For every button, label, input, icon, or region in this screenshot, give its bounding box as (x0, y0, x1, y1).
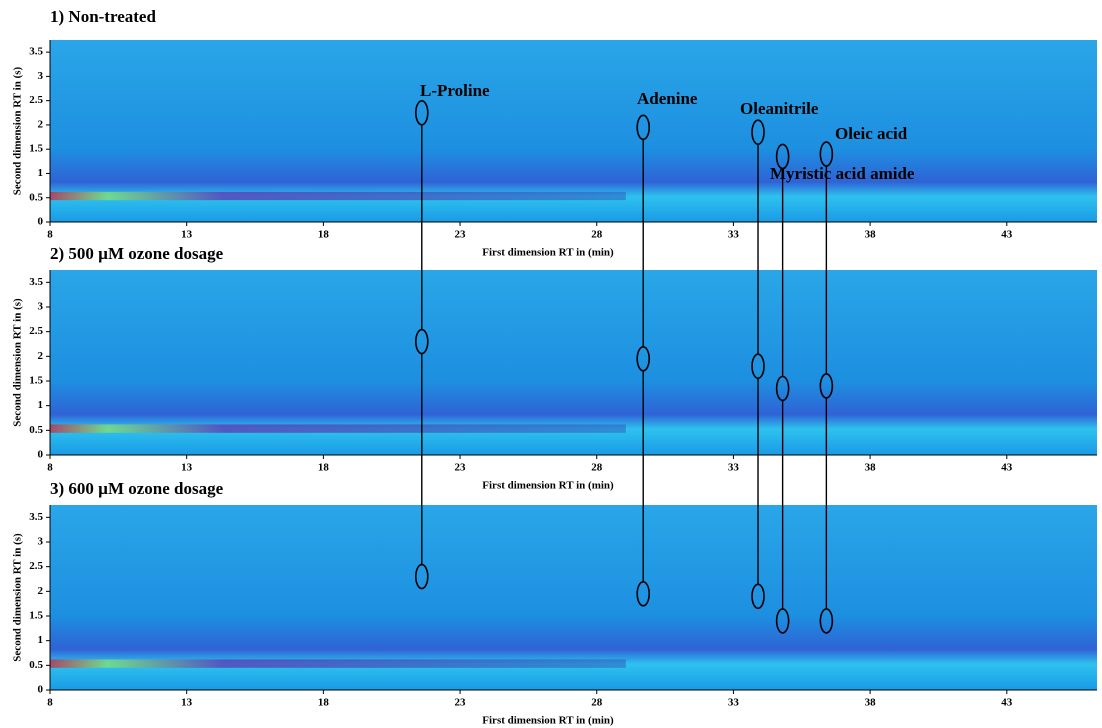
y-tick-label: 2 (38, 350, 44, 362)
y-tick-label: 1.5 (29, 610, 43, 622)
y-axis-label: Second dimension RT in (s) (12, 298, 24, 427)
y-tick-label: 0.5 (29, 424, 43, 436)
y-tick-label: 2 (38, 585, 44, 597)
x-tick-label: 38 (865, 697, 877, 709)
x-tick-label: 28 (591, 697, 603, 709)
y-axis-label: Second dimension RT in (s) (12, 66, 24, 195)
x-tick-label: 18 (318, 229, 330, 241)
x-tick-label: 13 (181, 697, 193, 709)
y-tick-label: 1.5 (29, 375, 43, 387)
x-tick-label: 8 (47, 697, 53, 709)
x-tick-label: 8 (47, 229, 53, 241)
bleed-band (50, 191, 626, 201)
x-tick-label: 43 (1001, 697, 1013, 709)
plot-background (50, 270, 1097, 455)
y-tick-label: 0.5 (29, 659, 43, 671)
y-tick-label: 0 (38, 216, 44, 228)
x-axis-label: First dimension RT in (min) (482, 715, 614, 727)
y-tick-label: 0 (38, 684, 44, 696)
x-tick-label: 23 (455, 697, 467, 709)
bleed-band (50, 424, 626, 433)
x-tick-label: 43 (1001, 229, 1013, 241)
compound-label: Oleanitrile (740, 99, 819, 118)
y-tick-label: 1.5 (29, 143, 43, 155)
x-tick-label: 28 (591, 462, 603, 474)
y-tick-label: 0 (38, 449, 44, 461)
y-tick-label: 3.5 (29, 46, 43, 58)
y-tick-label: 3 (38, 301, 44, 313)
x-tick-label: 33 (728, 697, 740, 709)
y-tick-label: 1 (38, 399, 44, 411)
plot-background (50, 40, 1097, 222)
x-tick-label: 33 (728, 462, 740, 474)
y-tick-label: 2.5 (29, 325, 43, 337)
y-tick-label: 2.5 (29, 94, 43, 106)
panel-title: 2) 500 µM ozone dosage (50, 244, 224, 263)
compound-label: Oleic acid (835, 124, 908, 143)
x-tick-label: 8 (47, 462, 53, 474)
x-axis-label: First dimension RT in (min) (482, 480, 614, 492)
x-tick-label: 18 (318, 697, 330, 709)
compound-label: L-Proline (420, 81, 490, 100)
bleed-band (50, 659, 626, 668)
x-tick-label: 38 (865, 229, 877, 241)
y-tick-label: 3.5 (29, 511, 43, 523)
y-tick-label: 3 (38, 70, 44, 82)
y-tick-label: 0.5 (29, 191, 43, 203)
x-axis-label: First dimension RT in (min) (482, 247, 614, 259)
x-tick-label: 28 (591, 229, 603, 241)
plot-background (50, 505, 1097, 690)
y-tick-label: 2.5 (29, 560, 43, 572)
y-tick-label: 2 (38, 118, 44, 130)
x-tick-label: 43 (1001, 462, 1013, 474)
x-tick-label: 38 (865, 462, 877, 474)
y-tick-label: 3.5 (29, 276, 43, 288)
y-axis-label: Second dimension RT in (s) (12, 533, 24, 662)
y-tick-label: 1 (38, 634, 44, 646)
compound-label: Myristic acid amide (770, 164, 915, 183)
x-tick-label: 23 (455, 229, 467, 241)
x-tick-label: 18 (318, 462, 330, 474)
x-tick-label: 13 (181, 462, 193, 474)
x-tick-label: 13 (181, 229, 193, 241)
compound-label: Adenine (637, 89, 698, 108)
y-tick-label: 3 (38, 536, 44, 548)
panel-title: 3) 600 µM ozone dosage (50, 479, 224, 498)
panel-title: 1) Non-treated (50, 7, 156, 26)
y-tick-label: 1 (38, 167, 44, 179)
x-tick-label: 33 (728, 229, 740, 241)
x-tick-label: 23 (455, 462, 467, 474)
